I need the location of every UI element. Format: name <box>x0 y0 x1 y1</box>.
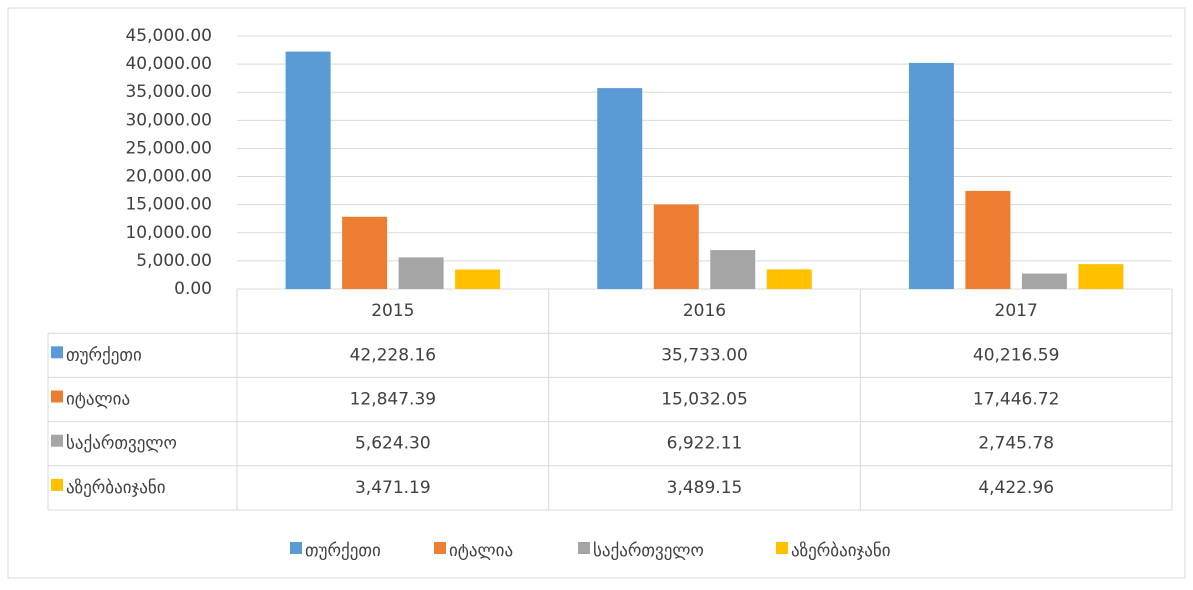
bar <box>597 88 643 289</box>
legend-key <box>434 542 446 554</box>
table-legend-key <box>51 390 63 403</box>
table-cell: 2,745.78 <box>978 434 1054 454</box>
y-tick-label: 30,000.00 <box>125 110 212 130</box>
x-tick-label: 2017 <box>995 301 1038 321</box>
bar <box>342 216 388 289</box>
table-legend-key <box>51 478 63 491</box>
table-cell: 3,489.15 <box>667 478 743 498</box>
y-tick-label: 15,000.00 <box>125 195 212 215</box>
legend-key <box>578 542 590 554</box>
legend-label: იტალია <box>449 541 513 561</box>
table-legend-key <box>51 434 63 447</box>
bar <box>285 51 331 290</box>
y-tick-label: 0.00 <box>174 279 212 299</box>
table-cell: 17,446.72 <box>973 390 1060 410</box>
table-cell: 6,922.11 <box>667 434 743 454</box>
bar <box>965 190 1011 289</box>
chart-border <box>7 7 1186 579</box>
table-legend-key <box>51 346 63 359</box>
legend-label: აზერბაიჯანი <box>791 541 891 561</box>
y-tick-label: 5,000.00 <box>136 251 212 271</box>
bar <box>1021 273 1067 289</box>
y-tick-label: 35,000.00 <box>125 82 212 102</box>
y-tick-label: 40,000.00 <box>125 54 212 74</box>
y-tick-label: 10,000.00 <box>125 223 212 243</box>
legend-label: თურქეთი <box>305 541 381 561</box>
table-cell: 3,471.19 <box>355 478 431 498</box>
legend-key <box>776 542 788 554</box>
bar <box>455 269 501 289</box>
table-cell: 12,847.39 <box>350 390 437 410</box>
table-row-label: იტალია <box>66 390 130 410</box>
bar <box>908 62 954 289</box>
y-tick-label: 20,000.00 <box>125 167 212 187</box>
bar <box>1078 264 1124 289</box>
bar <box>766 269 812 289</box>
table-row-label: აზერბაიჯანი <box>66 478 166 498</box>
table-row-label: საქართველო <box>66 434 177 454</box>
legend-label: საქართველო <box>593 541 704 561</box>
table-cell: 40,216.59 <box>973 345 1060 365</box>
y-tick-label: 45,000.00 <box>125 26 212 46</box>
bar <box>398 257 444 289</box>
x-tick-label: 2016 <box>683 301 726 321</box>
bar <box>710 250 756 289</box>
table-cell: 15,032.05 <box>661 390 748 410</box>
table-row-label: თურქეთი <box>66 345 142 365</box>
table-cell: 42,228.16 <box>350 345 437 365</box>
bar <box>653 204 699 289</box>
y-tick-label: 25,000.00 <box>125 138 212 158</box>
table-cell: 35,733.00 <box>661 345 748 365</box>
table-cell: 5,624.30 <box>355 434 431 454</box>
table-cell: 4,422.96 <box>978 478 1054 498</box>
x-tick-label: 2015 <box>371 301 414 321</box>
legend-key <box>290 542 302 554</box>
